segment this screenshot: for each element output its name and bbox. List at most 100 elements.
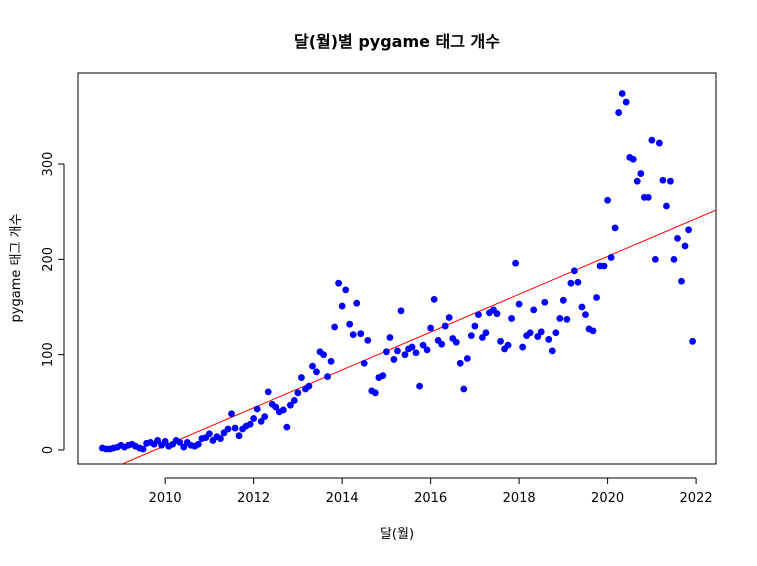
point [482, 329, 490, 337]
point [475, 311, 482, 319]
point [681, 242, 689, 250]
point [139, 445, 147, 453]
point [264, 388, 272, 396]
point [582, 311, 589, 319]
x-tick-label: 2020 [591, 491, 624, 506]
point [294, 389, 302, 397]
point [618, 90, 626, 97]
point [419, 341, 427, 349]
point [228, 410, 235, 418]
point [261, 413, 269, 421]
point [161, 438, 169, 445]
point [313, 368, 320, 376]
point [571, 267, 578, 275]
point [648, 136, 656, 144]
point [441, 322, 449, 330]
point [335, 279, 342, 287]
point [283, 423, 291, 431]
point [552, 329, 560, 337]
x-tick-label: 2010 [149, 491, 182, 506]
point [423, 346, 431, 354]
point [246, 420, 254, 428]
point [589, 327, 597, 335]
point [637, 170, 645, 177]
point [382, 348, 390, 356]
y-tick-label: 300 [41, 152, 56, 177]
chart-title: 달(월)별 pygame 태그 개수 [294, 32, 500, 51]
point [394, 347, 401, 355]
point [460, 385, 468, 393]
point [604, 196, 612, 204]
point [541, 298, 549, 306]
point [360, 359, 368, 367]
point [607, 254, 615, 261]
x-tick-label: 2016 [414, 491, 447, 506]
point [353, 299, 361, 307]
point [456, 359, 464, 367]
point [678, 277, 685, 285]
point [633, 177, 641, 185]
point [559, 296, 567, 304]
point [651, 255, 659, 263]
point [667, 177, 674, 185]
point [515, 300, 523, 308]
point [578, 303, 586, 311]
point [194, 440, 202, 448]
point [224, 425, 232, 433]
x-tick-label: 2014 [326, 491, 359, 506]
point [629, 155, 637, 163]
point [379, 372, 387, 380]
point [279, 406, 287, 414]
point [298, 374, 305, 381]
plot-frame [77, 72, 717, 465]
point [471, 322, 479, 330]
point [567, 279, 575, 287]
point [593, 294, 600, 301]
x-axis-label: 달(월) [380, 527, 414, 542]
point [217, 435, 224, 442]
point [331, 323, 339, 331]
point [253, 405, 261, 413]
point [427, 324, 435, 332]
point [674, 234, 681, 242]
y-axis-label: pygame 태그 개수 [9, 213, 24, 322]
point [452, 338, 460, 346]
point [663, 202, 670, 210]
point [548, 347, 556, 355]
point [504, 341, 512, 349]
point [563, 316, 571, 323]
point [556, 315, 564, 322]
point [545, 336, 553, 343]
point [154, 437, 162, 444]
point [530, 306, 538, 314]
point [390, 356, 398, 363]
point [290, 397, 298, 404]
point [574, 278, 582, 286]
point [615, 109, 623, 116]
x-tick-label: 2012 [237, 491, 270, 506]
point [397, 307, 405, 315]
point [272, 403, 280, 411]
point [324, 373, 331, 380]
point [327, 357, 335, 365]
point [235, 432, 243, 440]
point [364, 336, 372, 344]
point [438, 340, 446, 348]
point [445, 314, 453, 321]
y-tick-label: 100 [41, 342, 56, 367]
point [346, 320, 354, 328]
point [519, 343, 527, 351]
point [176, 438, 184, 446]
point [611, 224, 619, 232]
point [534, 333, 542, 340]
point [430, 295, 438, 303]
point [659, 176, 667, 184]
point [463, 355, 471, 362]
point [386, 334, 394, 341]
point [508, 315, 515, 322]
point [305, 382, 313, 390]
point [320, 351, 327, 359]
point [467, 332, 475, 340]
point [338, 302, 346, 310]
